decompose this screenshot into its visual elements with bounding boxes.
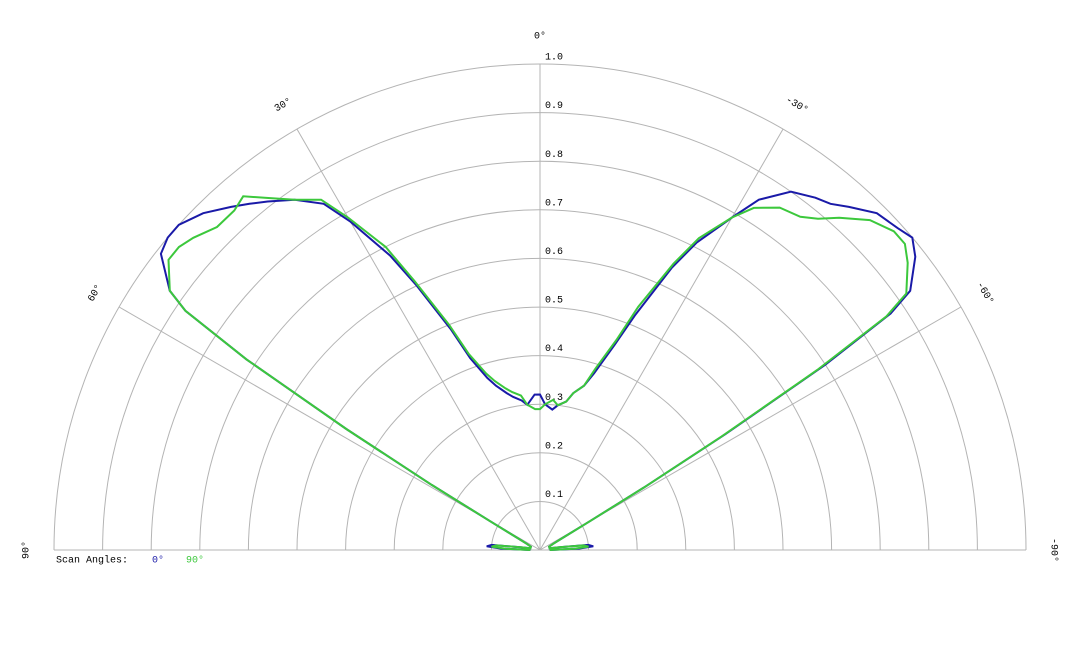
series-line [167,195,909,551]
r-tick-label: 1.0 [545,53,563,64]
legend-entry: 0° [152,555,164,567]
series-line [159,190,917,551]
angle-tick-label: -30° [783,94,810,116]
r-tick-label: 0.1 [545,490,563,501]
r-tick-label: 0.8 [545,150,563,161]
r-tick-label: 0.3 [545,393,563,404]
r-tick-label: 0.7 [545,198,563,209]
angle-tick-label: 30° [273,96,295,115]
angle-tick-label: 90° [21,541,33,559]
r-tick-label: 0.9 [545,101,563,112]
angle-tick-label: 0° [534,31,546,43]
r-tick-label: 0.5 [545,296,563,307]
angle-tick-label: -60° [973,280,995,307]
r-tick-label: 0.6 [545,247,563,258]
r-tick-label: 0.2 [545,441,563,452]
legend-entry: 90° [186,555,204,567]
grid-spoke [539,128,784,551]
legend-title: Scan Angles: [56,555,128,567]
angle-tick-label: 60° [86,283,105,305]
grid-spoke [296,128,541,551]
r-tick-label: 0.4 [545,344,563,355]
angle-tick-label: -90° [1047,538,1059,562]
